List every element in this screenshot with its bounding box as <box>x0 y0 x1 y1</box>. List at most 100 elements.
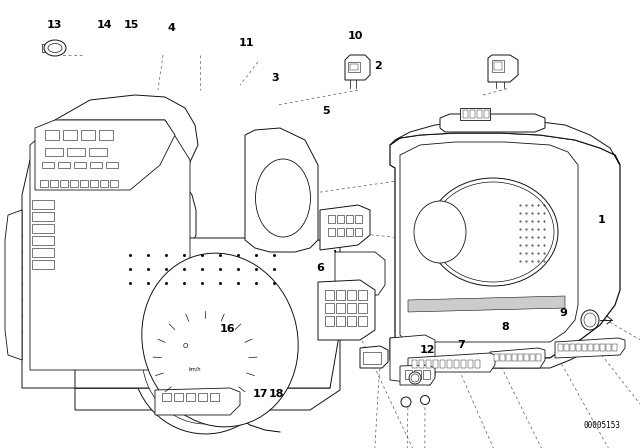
Bar <box>426 360 431 368</box>
Polygon shape <box>318 280 375 340</box>
Bar <box>447 360 452 368</box>
Bar <box>492 60 504 72</box>
Bar <box>494 354 499 361</box>
Bar <box>606 344 611 351</box>
Bar <box>477 110 482 118</box>
Text: 3: 3 <box>271 73 279 83</box>
Bar <box>475 360 480 368</box>
Polygon shape <box>320 205 370 250</box>
Polygon shape <box>390 120 620 165</box>
Polygon shape <box>488 55 518 82</box>
Polygon shape <box>155 388 240 415</box>
Bar <box>594 344 599 351</box>
Polygon shape <box>30 120 190 370</box>
Bar <box>576 344 581 351</box>
Bar <box>110 180 118 187</box>
Bar <box>518 354 523 361</box>
Bar <box>512 354 517 361</box>
Bar <box>32 224 54 233</box>
Polygon shape <box>390 335 435 385</box>
Text: 15: 15 <box>124 20 139 30</box>
Bar <box>358 303 367 313</box>
Polygon shape <box>390 338 580 368</box>
Text: 4: 4 <box>168 23 175 33</box>
Bar <box>328 228 335 236</box>
Polygon shape <box>400 142 578 342</box>
Text: 14: 14 <box>97 20 112 30</box>
Bar <box>612 344 617 351</box>
Bar <box>210 393 219 401</box>
Bar <box>336 316 345 326</box>
Ellipse shape <box>142 253 298 427</box>
Bar <box>484 110 489 118</box>
Bar <box>433 360 438 368</box>
Polygon shape <box>345 55 370 80</box>
Bar <box>440 360 445 368</box>
Bar <box>461 360 466 368</box>
Bar <box>530 354 535 361</box>
Bar <box>463 110 468 118</box>
Bar <box>347 303 356 313</box>
Bar <box>174 393 183 401</box>
Text: 11: 11 <box>239 38 254 47</box>
Bar <box>336 290 345 300</box>
Polygon shape <box>75 330 340 410</box>
Text: 6: 6 <box>316 263 324 273</box>
Text: 9: 9 <box>559 308 567 318</box>
Bar <box>470 110 475 118</box>
Bar <box>99 130 113 140</box>
Bar <box>32 260 54 269</box>
Text: 5: 5 <box>323 106 330 116</box>
Ellipse shape <box>255 159 310 237</box>
Polygon shape <box>400 365 435 385</box>
Ellipse shape <box>581 310 599 330</box>
Text: 8: 8 <box>502 322 509 332</box>
Bar <box>162 393 171 401</box>
Bar <box>460 108 490 120</box>
Bar <box>355 228 362 236</box>
Bar <box>358 316 367 326</box>
Ellipse shape <box>428 178 558 286</box>
Text: 00005153: 00005153 <box>583 421 620 430</box>
Bar <box>500 354 505 361</box>
Bar <box>454 360 459 368</box>
Bar <box>412 360 417 368</box>
Polygon shape <box>22 95 198 388</box>
Bar <box>70 180 78 187</box>
Text: 16: 16 <box>220 324 235 334</box>
Bar <box>506 354 511 361</box>
Ellipse shape <box>44 40 66 56</box>
Bar <box>89 148 107 156</box>
Text: 18: 18 <box>269 389 284 399</box>
Bar <box>524 354 529 361</box>
Bar <box>346 215 353 223</box>
Text: O: O <box>182 343 188 349</box>
Polygon shape <box>35 120 175 190</box>
Bar <box>63 130 77 140</box>
Bar <box>588 344 593 351</box>
Bar <box>347 316 356 326</box>
Bar <box>570 344 575 351</box>
Bar <box>564 344 569 351</box>
Bar <box>337 228 344 236</box>
Text: 7: 7 <box>457 340 465 350</box>
Bar <box>74 162 86 168</box>
Bar <box>337 215 344 223</box>
Text: 2: 2 <box>374 61 381 71</box>
Polygon shape <box>335 250 385 295</box>
Bar <box>50 180 58 187</box>
Ellipse shape <box>132 286 278 434</box>
Bar <box>42 162 54 168</box>
Polygon shape <box>75 238 340 388</box>
Polygon shape <box>490 348 545 368</box>
Ellipse shape <box>414 201 466 263</box>
Bar <box>45 130 59 140</box>
Bar <box>81 130 95 140</box>
Bar <box>346 228 353 236</box>
Ellipse shape <box>401 397 411 407</box>
Bar <box>494 62 502 70</box>
Text: 1: 1 <box>598 215 605 224</box>
Ellipse shape <box>143 296 268 424</box>
Text: km/h: km/h <box>189 366 201 371</box>
Bar <box>328 215 335 223</box>
